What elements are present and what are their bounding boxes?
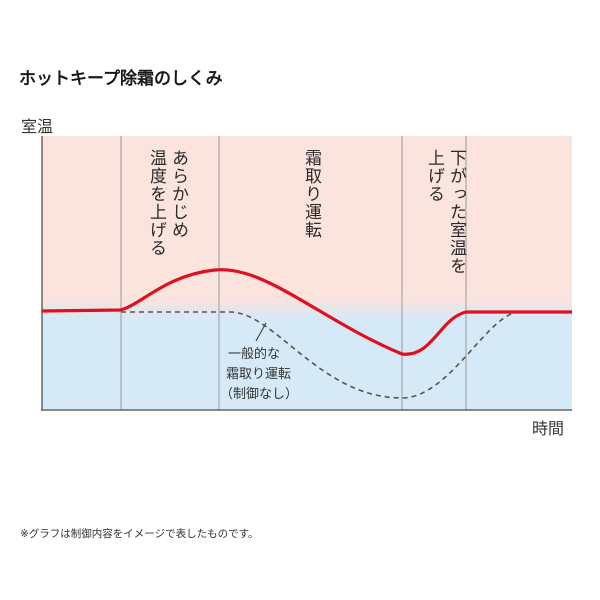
annotation-line-3: （制御なし） (220, 387, 299, 402)
y-axis-label: 室温 (21, 117, 54, 136)
uncontrolled-defrost-curve (121, 311, 521, 399)
annotation-line-1: 一般的な (228, 347, 281, 362)
transition-band (42, 298, 572, 320)
x-axis-label: 時間 (532, 419, 565, 438)
uncontrolled-annotation: 一般的な 霜取り運転 （制御なし） (220, 345, 298, 405)
phase-label-recover-col1: 下がった室温を (446, 149, 466, 275)
phase-label-recover-col2: 上げる (424, 149, 444, 203)
annotation-line-2: 霜取り運転 (226, 367, 292, 382)
phase-label-preheat-col2: 温度を上げる (146, 149, 166, 257)
phase-label-defrost: 霜取り運転 (301, 149, 321, 239)
chart-title: ホットキープ除霜のしくみ (19, 69, 223, 89)
warm-zone (42, 136, 572, 306)
annotation-leader (255, 322, 267, 342)
controlled-defrost-curve (41, 268, 572, 356)
cool-zone (42, 318, 572, 410)
phase-label-preheat-col1: あらかじめ (168, 149, 188, 239)
footnote: ※グラフは制御内容をイメージで表したものです。 (20, 528, 259, 540)
